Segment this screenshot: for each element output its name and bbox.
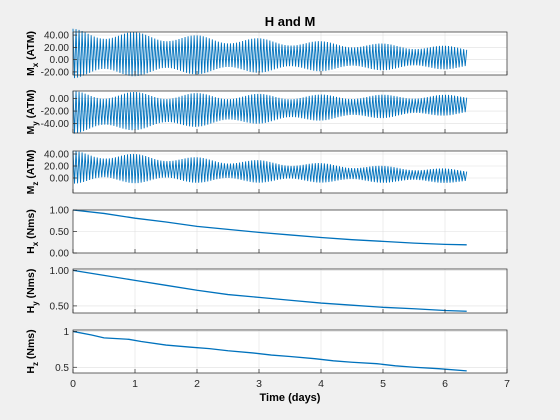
panel-hz: 1 0.5 Hz (Nms) 0 1 2 3 4 5 6 7 Time (days) bbox=[25, 327, 510, 404]
axes-box bbox=[72, 329, 508, 374]
y-axis-label: Mz (ATM) bbox=[25, 150, 40, 195]
y-axis-label: Hy (Nms) bbox=[25, 269, 40, 314]
series-line-hy bbox=[72, 269, 467, 312]
panel-hy: 1.00 0.50 Hy (Nms) bbox=[25, 266, 508, 314]
y-axis-label-unit: (Nms) bbox=[25, 209, 37, 242]
x-axis-label: Time (days) bbox=[260, 392, 321, 404]
y-axis-label: Hz (Nms) bbox=[25, 329, 40, 373]
axes-background bbox=[73, 330, 507, 373]
y-axis-label-main: H bbox=[25, 366, 37, 374]
x-tick-label: 4 bbox=[318, 378, 324, 390]
y-axis-label-unit: (ATM) bbox=[25, 31, 37, 63]
y-axis-label-main: H bbox=[25, 246, 37, 254]
x-tick-label: 5 bbox=[380, 378, 386, 390]
y-tick-label: 0.5 bbox=[55, 363, 69, 374]
y-tick-label: 1.00 bbox=[50, 266, 70, 277]
y-axis-label-main: M bbox=[25, 126, 37, 135]
y-tick-label: 0.00 bbox=[50, 55, 70, 66]
y-axis-label-sub: z bbox=[31, 182, 40, 186]
y-tick-label: 1.00 bbox=[50, 206, 70, 217]
y-tick-label: -20.00 bbox=[41, 107, 70, 118]
y-axis-label-main: H bbox=[25, 306, 37, 314]
x-tick-label: 2 bbox=[194, 378, 200, 390]
y-axis-label-unit: (ATM) bbox=[25, 89, 37, 121]
y-tick-label: 0.00 bbox=[50, 249, 70, 260]
y-axis-label-main: M bbox=[25, 67, 37, 76]
y-axis-label: My (ATM) bbox=[25, 89, 40, 134]
y-axis-label-unit: (Nms) bbox=[25, 269, 37, 302]
y-axis-label-sub: x bbox=[31, 62, 40, 67]
axes-box bbox=[72, 31, 508, 76]
series-line-mx bbox=[72, 28, 468, 79]
y-tick-label: 0.50 bbox=[50, 301, 70, 312]
y-tick-label: 20.00 bbox=[44, 43, 69, 54]
y-axis-label-sub: z bbox=[31, 362, 40, 366]
axes-box bbox=[72, 268, 508, 314]
y-axis-label-sub: y bbox=[31, 121, 40, 126]
series-line-my bbox=[72, 90, 468, 134]
x-tick-label: 0 bbox=[70, 378, 76, 390]
figure-title: H and M bbox=[265, 14, 316, 29]
axes-box bbox=[72, 90, 508, 134]
axes-box bbox=[72, 150, 508, 194]
x-tick-label: 6 bbox=[442, 378, 448, 390]
y-axis-label: Hx (Nms) bbox=[25, 209, 40, 254]
y-axis-label-sub: y bbox=[31, 301, 40, 306]
y-tick-label: 1 bbox=[63, 327, 69, 338]
y-tick-label: 40.00 bbox=[44, 150, 69, 161]
x-tick-label: 7 bbox=[504, 378, 510, 390]
y-tick-label: 40.00 bbox=[44, 31, 69, 42]
y-axis-label-unit: (Nms) bbox=[25, 329, 37, 362]
axes-background bbox=[73, 269, 507, 313]
y-tick-label: 20.00 bbox=[44, 162, 69, 173]
y-tick-label: -40.00 bbox=[41, 119, 70, 130]
y-tick-label: -20.00 bbox=[41, 67, 70, 78]
y-tick-label: 0.00 bbox=[50, 94, 70, 105]
y-axis-label: Mx (ATM) bbox=[25, 31, 40, 76]
y-tick-label: 0.00 bbox=[50, 174, 70, 185]
x-tick-label: 1 bbox=[132, 378, 138, 390]
y-axis-label-sub: x bbox=[31, 241, 40, 246]
y-axis-label-unit: (ATM) bbox=[25, 150, 37, 182]
series-line-hx bbox=[72, 209, 467, 246]
x-tick-label: 3 bbox=[256, 378, 262, 390]
y-tick-label: 0.50 bbox=[50, 227, 70, 238]
y-axis-label-main: M bbox=[25, 185, 37, 194]
panel-hx: 1.00 0.50 0.00 Hx (Nms) bbox=[25, 206, 508, 260]
series-line-mz bbox=[72, 150, 468, 184]
series-line-hz bbox=[72, 330, 467, 372]
